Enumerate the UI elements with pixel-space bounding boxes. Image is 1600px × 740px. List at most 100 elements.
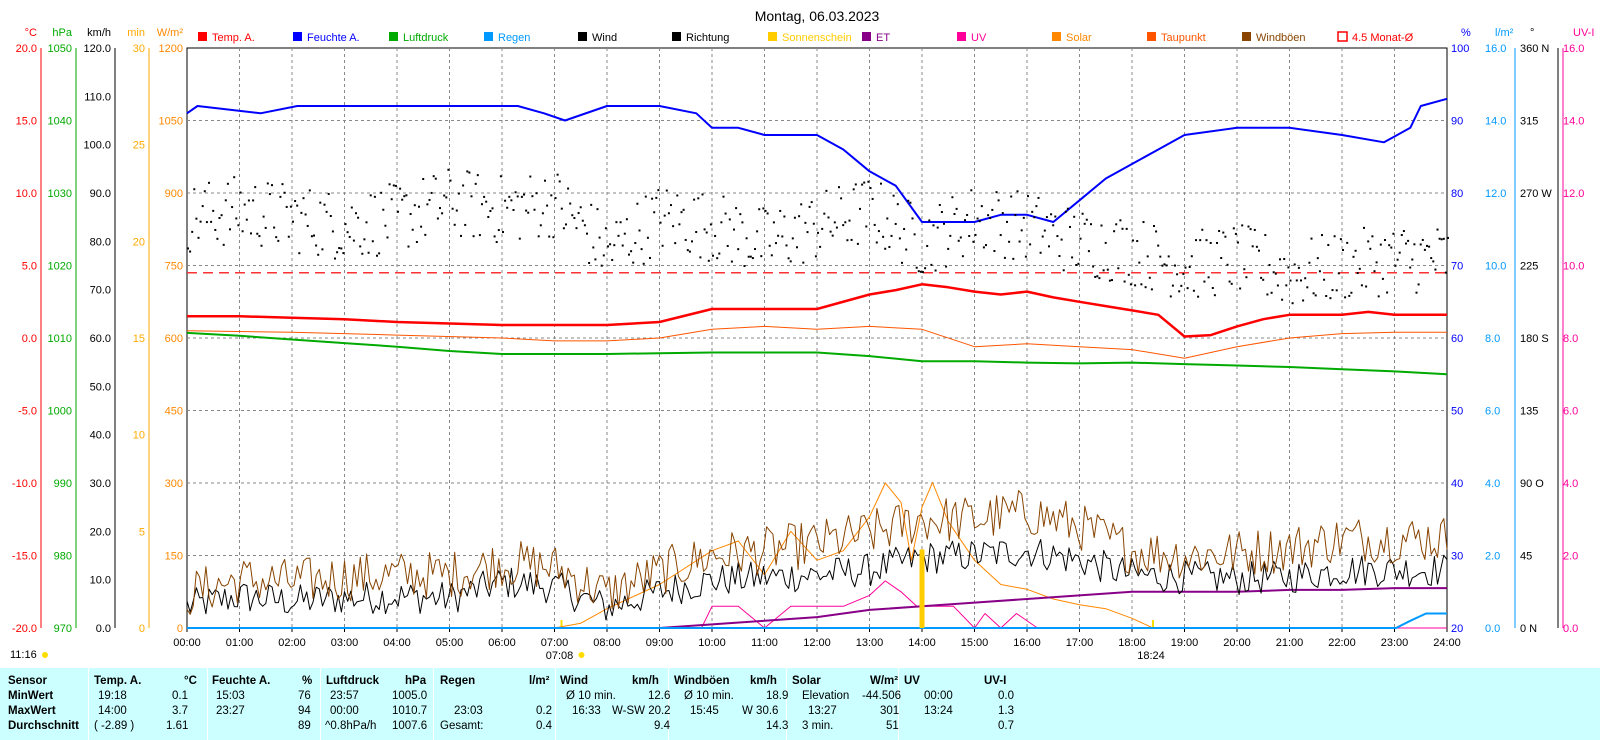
temp-axis-tick-label: 10.0 — [16, 188, 37, 200]
direction-dot — [481, 203, 483, 206]
direction-dot — [365, 221, 368, 224]
direction-dot — [628, 253, 630, 256]
direction-dot — [266, 182, 269, 185]
stats-humidity-avg-value: 89 — [298, 720, 311, 732]
x-tick-label: 09:00 — [646, 637, 674, 649]
stats-uv-avg-value: 0.7 — [998, 720, 1014, 732]
direction-dot — [1344, 296, 1347, 299]
stats-uv-min-value: 0.0 — [998, 690, 1014, 702]
direction-dot — [985, 244, 987, 247]
uv-axis-tick-label: 4.0 — [1563, 478, 1578, 490]
direction-dot — [1111, 279, 1113, 282]
humidity-axis-tick-label: 40 — [1451, 478, 1463, 490]
direction-dot — [199, 220, 202, 223]
direction-dot — [359, 245, 362, 248]
direction-dot — [327, 192, 330, 195]
direction-dot — [1075, 263, 1078, 266]
direction-dot — [1003, 256, 1006, 259]
direction-dot — [861, 183, 864, 186]
direction-dot — [489, 210, 492, 213]
direction-dot — [1407, 239, 1410, 242]
direction-dot — [191, 230, 194, 233]
direction-dot — [537, 235, 540, 238]
stats-wind-avg10-label: Ø 10 min. — [566, 690, 616, 702]
direction-dot — [1182, 272, 1185, 275]
direction-dot — [1060, 238, 1063, 241]
direction-dot — [604, 227, 607, 230]
temp-axis-unit: °C — [25, 27, 37, 39]
x-tick-label: 06:00 — [488, 637, 516, 649]
direction-dot — [1373, 270, 1376, 273]
direction-dot — [997, 199, 1000, 202]
direction-dot — [1384, 239, 1386, 242]
direction-dot — [598, 236, 601, 239]
direction-dot — [1140, 283, 1143, 286]
direction-dot — [281, 183, 284, 186]
direction-dot — [995, 191, 998, 194]
direction-dot — [250, 232, 252, 235]
direction-dot — [256, 232, 259, 235]
direction-dot — [695, 230, 698, 233]
stats-pressure-min-time: 23:57 — [330, 690, 359, 702]
direction-dot — [798, 215, 801, 218]
direction-dot — [1243, 268, 1246, 271]
direction-dot — [701, 193, 704, 196]
stats-header-rain: Regen — [440, 675, 476, 687]
direction-dot — [239, 191, 242, 194]
direction-dot — [1251, 245, 1254, 248]
direction-dot — [1081, 212, 1084, 215]
uv-axis-tick-label: 12.0 — [1563, 188, 1584, 200]
x-tick-label: 15:00 — [961, 637, 989, 649]
stats-header-temp-unit: °C — [184, 675, 197, 687]
direction-dot — [226, 182, 229, 185]
direction-dot — [594, 258, 597, 261]
direction-dot — [812, 222, 815, 225]
direction-dot — [1024, 255, 1027, 258]
uv-axis-tick-label: 14.0 — [1563, 116, 1584, 128]
direction-dot — [600, 264, 603, 267]
direction-dot — [388, 183, 391, 186]
direction-dot — [1268, 264, 1271, 267]
direction-dot — [1287, 266, 1290, 269]
direction-dot — [426, 203, 429, 206]
direction-dot — [831, 234, 834, 237]
pressure-axis-tick-label: 990 — [54, 478, 72, 490]
direction-dot — [472, 235, 475, 238]
direction-dot — [659, 221, 662, 224]
direction-dot — [313, 234, 315, 237]
series-regen — [187, 612, 1447, 629]
direction-dot — [1405, 242, 1407, 245]
direction-dot — [384, 224, 387, 227]
direction-dot — [1276, 284, 1279, 287]
direction-dot — [302, 197, 305, 200]
direction-dot — [216, 237, 219, 240]
direction-dot — [1203, 280, 1206, 283]
direction-dot — [541, 212, 544, 215]
direction-dot — [1207, 276, 1210, 279]
legend-label: ET — [876, 32, 890, 44]
direction-dot — [775, 242, 777, 245]
direction-dot — [1331, 289, 1334, 292]
direction-dot — [577, 212, 580, 215]
direction-dot — [544, 179, 546, 182]
direction-dot — [1375, 261, 1378, 264]
legend-swatch — [672, 32, 681, 41]
sunshine-axis-tick-label: 25 — [133, 140, 145, 152]
direction-dot — [955, 207, 958, 210]
x-tick-label: 20:00 — [1223, 637, 1251, 649]
direction-dot — [718, 252, 721, 255]
direction-dot — [567, 187, 570, 190]
sunshine-axis-tick-label: 5 — [139, 526, 145, 538]
direction-dot — [905, 248, 908, 251]
direction-dot — [588, 261, 591, 264]
direction-dot — [781, 235, 784, 238]
humidity-axis-tick-label: 80 — [1451, 188, 1463, 200]
stats-wind-max-time: 16:33 — [572, 705, 601, 717]
direction-dot — [1159, 255, 1162, 258]
direction-dot — [1012, 257, 1015, 260]
direction-dot — [1163, 263, 1166, 266]
direction-dot — [338, 247, 341, 250]
x-tick-label: 07:00 — [541, 637, 569, 649]
direction-dot — [268, 193, 271, 196]
direction-dot — [1442, 237, 1445, 240]
